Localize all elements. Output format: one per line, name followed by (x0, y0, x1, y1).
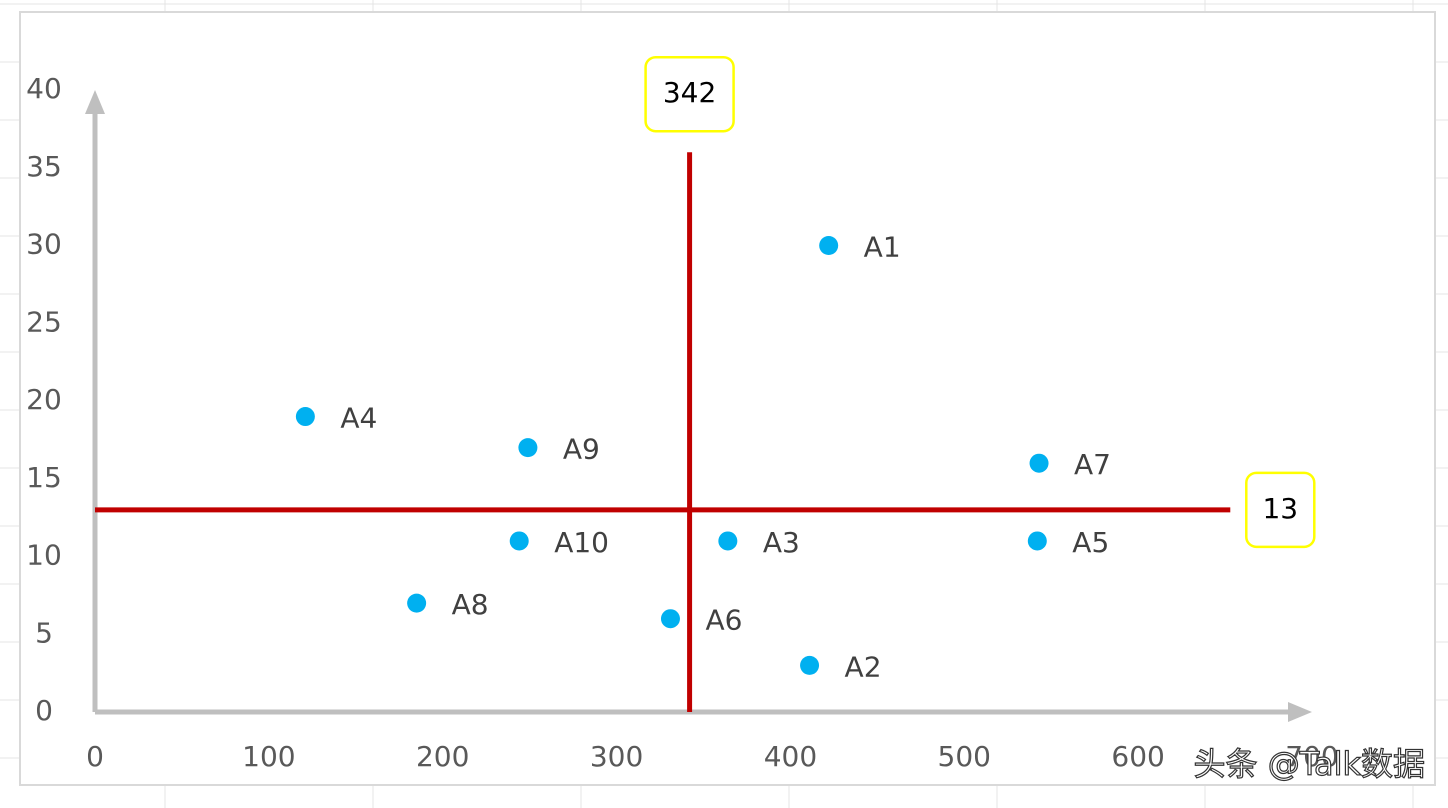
x-tick-label: 0 (86, 740, 104, 773)
x-tick-label: 500 (938, 740, 991, 773)
point (1029, 453, 1049, 473)
point (660, 609, 680, 629)
y-tick-label: 10 (26, 539, 62, 572)
watermark: 头条 @Talk数据 (1194, 745, 1425, 783)
point-label: A7 (1074, 448, 1111, 481)
reference-label-box (1245, 471, 1316, 549)
point (295, 407, 315, 427)
point-label: A10 (554, 526, 609, 559)
x-tick-label: 700 (1285, 740, 1338, 773)
x-tick-label: 200 (416, 740, 469, 773)
x-tick-label: 400 (764, 740, 817, 773)
point-label: A4 (340, 402, 377, 435)
y-tick-label: 5 (35, 616, 53, 649)
point-label: A6 (705, 604, 742, 637)
reference-label: 342 (663, 76, 716, 109)
point-label: A9 (563, 433, 600, 466)
y-tick-label: 20 (26, 383, 62, 416)
point (800, 655, 820, 675)
y-tick-label: 0 (35, 694, 53, 727)
point (1027, 531, 1047, 551)
point (509, 531, 529, 551)
y-tick-label: 35 (26, 150, 62, 183)
x-tick-label: 600 (1111, 740, 1164, 773)
point-label: A2 (845, 650, 882, 683)
point (518, 438, 538, 458)
y-axis-arrow (85, 90, 105, 114)
y-tick-label: 25 (26, 305, 62, 338)
y-tick-label: 40 (26, 72, 62, 105)
x-axis-arrow (1288, 702, 1312, 722)
point-label: A3 (763, 526, 800, 559)
point-label: A8 (452, 588, 489, 621)
y-tick-label: 30 (26, 228, 62, 261)
point (407, 593, 427, 613)
point (819, 236, 839, 255)
x-tick-label: 300 (590, 740, 643, 773)
reference-label-box (644, 55, 735, 133)
x-tick-label: 100 (242, 740, 295, 773)
point-label: A1 (864, 231, 901, 264)
reference-label: 13 (1262, 492, 1298, 525)
y-tick-label: 15 (26, 461, 62, 494)
chart-area (19, 11, 1436, 786)
point-label: A5 (1072, 526, 1109, 559)
point (718, 531, 738, 551)
